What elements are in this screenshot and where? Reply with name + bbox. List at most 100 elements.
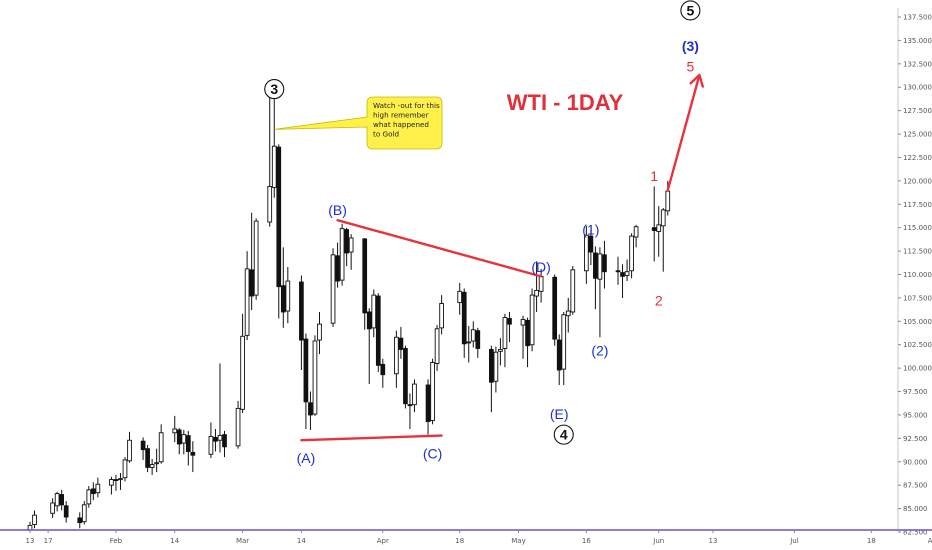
- candle: [208, 422, 214, 459]
- candle-body-up: [502, 317, 508, 349]
- candle-body-down: [425, 384, 431, 422]
- candle: [90, 482, 96, 501]
- candle: [366, 308, 372, 385]
- candle: [149, 458, 155, 475]
- wave-label: 1: [650, 168, 658, 184]
- candle: [244, 251, 250, 341]
- candle-body-up: [271, 145, 277, 188]
- y-tick-label: 132.500: [903, 60, 932, 68]
- candle: [32, 510, 37, 529]
- candle-body-up: [470, 329, 476, 342]
- candle: [145, 444, 150, 473]
- y-tick-label: 90.000: [903, 458, 928, 466]
- candle: [127, 431, 132, 463]
- candle: [620, 264, 625, 298]
- candle: [394, 330, 399, 388]
- candle: [498, 338, 503, 366]
- x-tick-label: 18: [455, 537, 464, 545]
- candle-body-down: [366, 311, 372, 330]
- y-tick-label: 135.000: [903, 37, 932, 45]
- candle: [185, 430, 191, 466]
- y-tick-label: 130.000: [903, 84, 932, 92]
- candle-body-up: [86, 489, 92, 505]
- candle: [176, 428, 182, 455]
- candle: [267, 82, 273, 227]
- candle-body-up: [538, 275, 544, 292]
- candle: [380, 358, 386, 388]
- candle: [118, 473, 123, 490]
- candle-body-up: [158, 432, 164, 463]
- x-axis: 13202217Feb14Mar14Apr18May16Jun13Jul18Au…: [0, 529, 932, 545]
- candle: [154, 448, 159, 473]
- x-tick-label: 18: [867, 537, 876, 545]
- candle-body-up: [629, 235, 634, 272]
- candle-body-down: [113, 479, 119, 482]
- candle-body-up: [520, 318, 526, 326]
- y-tick-label: 97.500: [903, 388, 928, 396]
- x-tick-label: 14: [297, 537, 306, 545]
- y-tick-label: 92.500: [903, 435, 928, 443]
- candle-body-down: [90, 488, 96, 495]
- candle-body-down: [651, 227, 657, 231]
- y-tick-label: 107.500: [903, 294, 932, 302]
- candle: [507, 311, 512, 342]
- candle-body-down: [615, 270, 621, 273]
- candle: [407, 393, 413, 429]
- candle: [362, 237, 368, 330]
- candle: [249, 212, 254, 311]
- y-tick-label: 137.500: [903, 14, 932, 22]
- candle-body-up: [498, 348, 503, 352]
- candle-body-up: [267, 186, 273, 223]
- wave-label-circled: 5: [680, 0, 701, 21]
- candle-body-up: [570, 269, 576, 313]
- candle: [330, 248, 336, 327]
- candle: [308, 391, 313, 430]
- candle: [561, 311, 567, 385]
- wave-labels: 3 (A) (B) (C) (D) (E) 4 (1) (2) 1 2 5 (3) 5: [264, 0, 701, 466]
- x-tick-label: May: [511, 537, 525, 545]
- candle: [217, 363, 223, 453]
- y-tick-label: 120.000: [903, 177, 932, 185]
- candle-body-down: [63, 505, 69, 518]
- candle-body-up: [127, 439, 132, 462]
- candle-body-down: [176, 429, 182, 445]
- candle-body-up: [330, 254, 336, 324]
- x-tick-label: Apr: [377, 537, 389, 545]
- x-tick-label: 14: [170, 537, 179, 545]
- candle: [597, 247, 603, 338]
- x-tick-label: 13: [26, 537, 35, 545]
- candle: [660, 208, 666, 272]
- x-tick-label: Aug: [928, 537, 932, 545]
- candle: [461, 288, 467, 358]
- candle: [584, 225, 589, 284]
- candle-body-up: [181, 434, 187, 444]
- x-tick-label: Feb: [110, 537, 123, 545]
- candle: [271, 92, 277, 198]
- candle-body-up: [172, 428, 178, 434]
- candle-body-up: [412, 383, 417, 406]
- x-tick-label: Jun: [652, 537, 664, 545]
- candle: [317, 311, 322, 355]
- candle-body-down: [190, 451, 196, 456]
- candle-body-down: [276, 146, 282, 288]
- candle: [525, 317, 530, 368]
- wave-label: 4: [560, 427, 568, 443]
- candle-body-up: [430, 362, 435, 422]
- candle-body-up: [54, 493, 60, 507]
- candle: [398, 326, 404, 359]
- candle: [375, 293, 381, 372]
- candle: [339, 223, 345, 286]
- wave-label: 2: [655, 293, 663, 309]
- candle-body-up: [122, 459, 128, 479]
- candle-body-down: [525, 319, 530, 347]
- note-text-line: to Gold: [373, 130, 399, 139]
- candle-body-down: [140, 440, 146, 451]
- candle-body-down: [489, 348, 494, 383]
- wave-label: 5: [686, 2, 694, 18]
- wave-label: 3: [270, 81, 278, 97]
- wave-circle: [680, 0, 701, 21]
- candle: [602, 240, 607, 289]
- candle-body-up: [208, 436, 214, 455]
- candle-body-down: [507, 318, 512, 325]
- candle-body-up: [561, 314, 567, 370]
